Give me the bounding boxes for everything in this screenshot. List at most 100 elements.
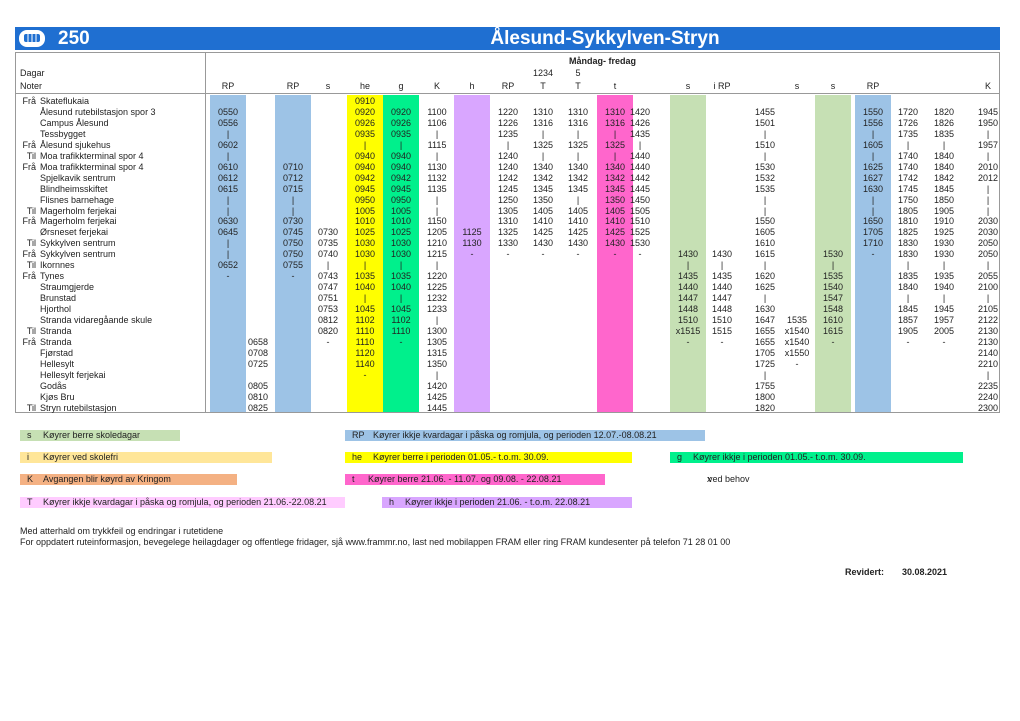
departure-time: 1510 — [629, 216, 651, 227]
departure-time: 1550 — [754, 216, 776, 227]
departure-time: 1420 — [426, 380, 448, 391]
stop-name: Skateflukaia — [40, 96, 90, 106]
departure-time: 0745 — [282, 227, 304, 238]
departure-time: 1945 — [933, 304, 955, 315]
departure-time: 1835 — [933, 128, 955, 139]
departure-time: 1448 — [711, 304, 733, 315]
departure-time: 1430 — [532, 238, 554, 249]
legend-code: x — [707, 474, 712, 484]
departure-time: 1005 — [390, 205, 412, 216]
departure-time: - — [613, 249, 617, 260]
legend-text: Køyrer ikkje i perioden 21.06. - t.o.m. … — [405, 497, 591, 507]
departure-time: 1547 — [822, 293, 844, 304]
note-code: i RP — [713, 81, 731, 91]
stop-name: Stryn rutebilstasjon — [40, 402, 117, 413]
departure-time: 0725 — [247, 358, 269, 369]
legend-swatch — [20, 430, 180, 441]
note-code: K — [984, 81, 991, 91]
departure-time: 1130 — [427, 161, 447, 172]
departure-time: 1825 — [897, 227, 919, 238]
departure-time: 0926 — [390, 117, 412, 128]
departure-time: 1726 — [897, 117, 919, 128]
departure-time: 0658 — [247, 336, 269, 347]
note-code: s — [685, 81, 691, 91]
departure-time: 1445 — [629, 183, 651, 194]
departure-time: 1125 — [462, 227, 482, 238]
departure-time: 1410 — [567, 216, 589, 227]
departure-time: 1410 — [604, 216, 626, 227]
departure-time: 1440 — [711, 282, 733, 293]
departure-time: 1448 — [677, 304, 699, 315]
stop-name: Sykkylven sentrum — [40, 238, 116, 249]
departure-time: | — [541, 128, 545, 139]
departure-time: 0820 — [317, 325, 339, 336]
departure-time: | — [291, 194, 295, 205]
departure-time: 1430 — [677, 249, 699, 260]
departure-time: 1532 — [754, 172, 776, 183]
stop-name: Godås — [40, 380, 67, 391]
departure-time: 1550 — [862, 106, 884, 117]
departure-time: | — [986, 150, 990, 161]
departure-time: 0652 — [217, 260, 239, 271]
departure-time: x1550 — [784, 347, 810, 358]
departure-time: - — [720, 336, 724, 347]
departure-time: 0730 — [282, 216, 304, 227]
departure-time: 1535 — [786, 315, 808, 325]
legend-text: Køyrer ikkje kvardagar i påska og romjul… — [373, 430, 657, 440]
stop-name: Hellesylt — [40, 358, 75, 369]
departure-time: 1110 — [391, 325, 411, 336]
days-label: Dagar — [20, 68, 45, 78]
departure-time: | — [763, 194, 767, 205]
note-code: g — [398, 81, 404, 91]
departure-time: 0942 — [354, 172, 376, 183]
departure-time: - — [831, 336, 835, 347]
departure-time: 1345 — [604, 183, 626, 194]
departure-time: | — [291, 205, 295, 216]
stop-name: Moa trafikkterminal spor 4 — [40, 161, 144, 172]
note-code: RP — [866, 81, 880, 91]
departure-time: 1840 — [933, 150, 955, 161]
departure-time: 0942 — [390, 172, 412, 183]
departure-time: 1705 — [862, 227, 884, 238]
departure-time: 1655 — [754, 325, 776, 336]
legend-code: g — [677, 452, 683, 462]
departure-time: | — [506, 139, 510, 150]
stop-name: Stranda — [40, 325, 72, 336]
departure-time: 0740 — [317, 249, 339, 260]
legend-text: Køyrer ved skolefri — [43, 452, 119, 462]
departure-time: | — [763, 293, 767, 304]
departure-time: 0805 — [247, 380, 269, 391]
legend-text: Køyrer berre 21.06. - 11.07. og 09.08. -… — [368, 474, 562, 484]
departure-time: 1530 — [822, 249, 844, 260]
stop-name: Ålesund rutebilstasjon spor 3 — [40, 106, 156, 117]
departure-time: | — [435, 194, 439, 205]
departure-time: 1615 — [754, 249, 776, 260]
stop-name: Spjelkavik sentrum — [40, 172, 116, 183]
departure-time: 1310 — [532, 106, 554, 117]
departure-time: 1102 — [391, 315, 411, 325]
departure-time: 1345 — [532, 183, 554, 194]
header-bar — [15, 27, 1000, 50]
departure-time: | — [906, 260, 910, 271]
departure-time: 1100 — [427, 106, 447, 117]
bus-icon — [19, 30, 45, 47]
departure-time: 1905 — [897, 325, 919, 336]
departure-time: | — [576, 150, 580, 161]
departure-time: - — [326, 336, 330, 347]
departure-time: | — [613, 150, 617, 161]
departure-time: | — [871, 150, 875, 161]
departure-time: 1710 — [862, 238, 884, 249]
departure-time: 1220 — [497, 106, 519, 117]
legend-swatch — [20, 474, 237, 485]
departure-time: - — [470, 249, 474, 260]
departure-time: 1005 — [354, 205, 376, 216]
departure-time: - — [906, 336, 910, 347]
departure-time: 1630 — [862, 183, 884, 194]
departure-time: 0743 — [317, 271, 339, 282]
stop-name: Stranda vidaregåande skule — [40, 315, 153, 325]
departure-time: 1605 — [754, 227, 776, 238]
departure-time: | — [435, 369, 439, 380]
departure-time: 1800 — [754, 391, 776, 402]
departure-time: | — [986, 128, 990, 139]
departure-time: 1030 — [390, 238, 412, 249]
